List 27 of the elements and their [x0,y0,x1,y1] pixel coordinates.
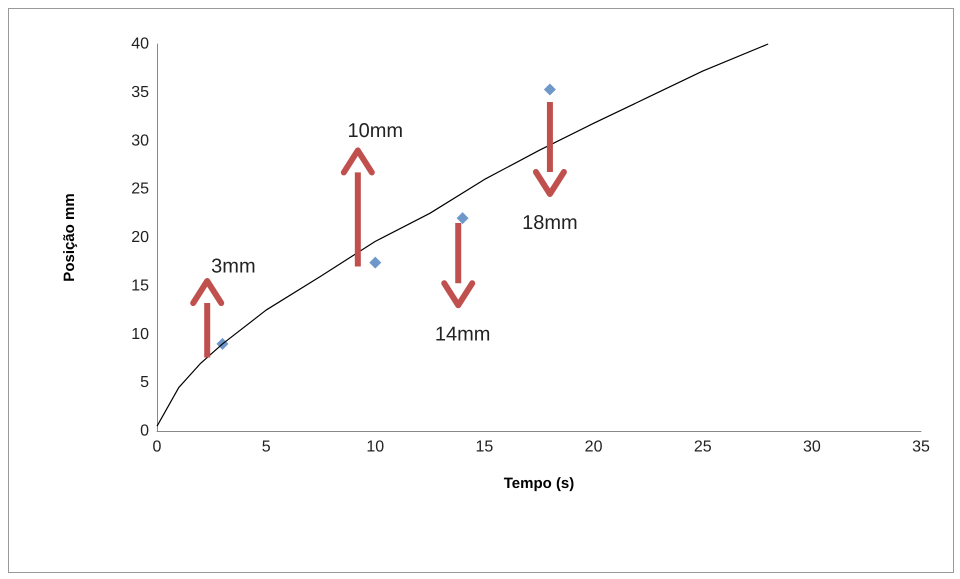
y-tick-label: 30 [131,132,150,150]
y-tick-label: 40 [131,36,150,52]
y-tick-label: 20 [131,229,150,246]
x-axis-title: Tempo (s) [504,475,574,492]
y-tick-label: 10 [131,326,150,343]
annotation: 10mm [347,120,404,142]
x-tick-label: 20 [584,438,603,456]
y-axis-title: Posição mm [61,193,78,282]
x-tick-label: 35 [912,438,930,456]
y-tick-label: 15 [131,277,150,294]
y-tick-label: 35 [131,84,150,101]
point [369,256,382,269]
x-tick-label: 10 [366,438,384,456]
x-tick-label: 30 [802,438,821,456]
annotation: 18mm [522,212,578,234]
y-tick-label: 5 [140,374,150,392]
line-series [156,43,769,427]
point [544,83,556,96]
y-tick-label: 25 [131,180,150,198]
annotation: 14mm [434,323,490,346]
x-tick-label: 0 [152,438,162,456]
annotation: 3mm [211,256,256,278]
y-tick-label: 0 [140,422,150,440]
x-tick-label: 15 [476,438,494,456]
x-tick-label: 25 [694,438,712,456]
x-tick-label: 5 [262,438,271,456]
point [456,212,469,224]
